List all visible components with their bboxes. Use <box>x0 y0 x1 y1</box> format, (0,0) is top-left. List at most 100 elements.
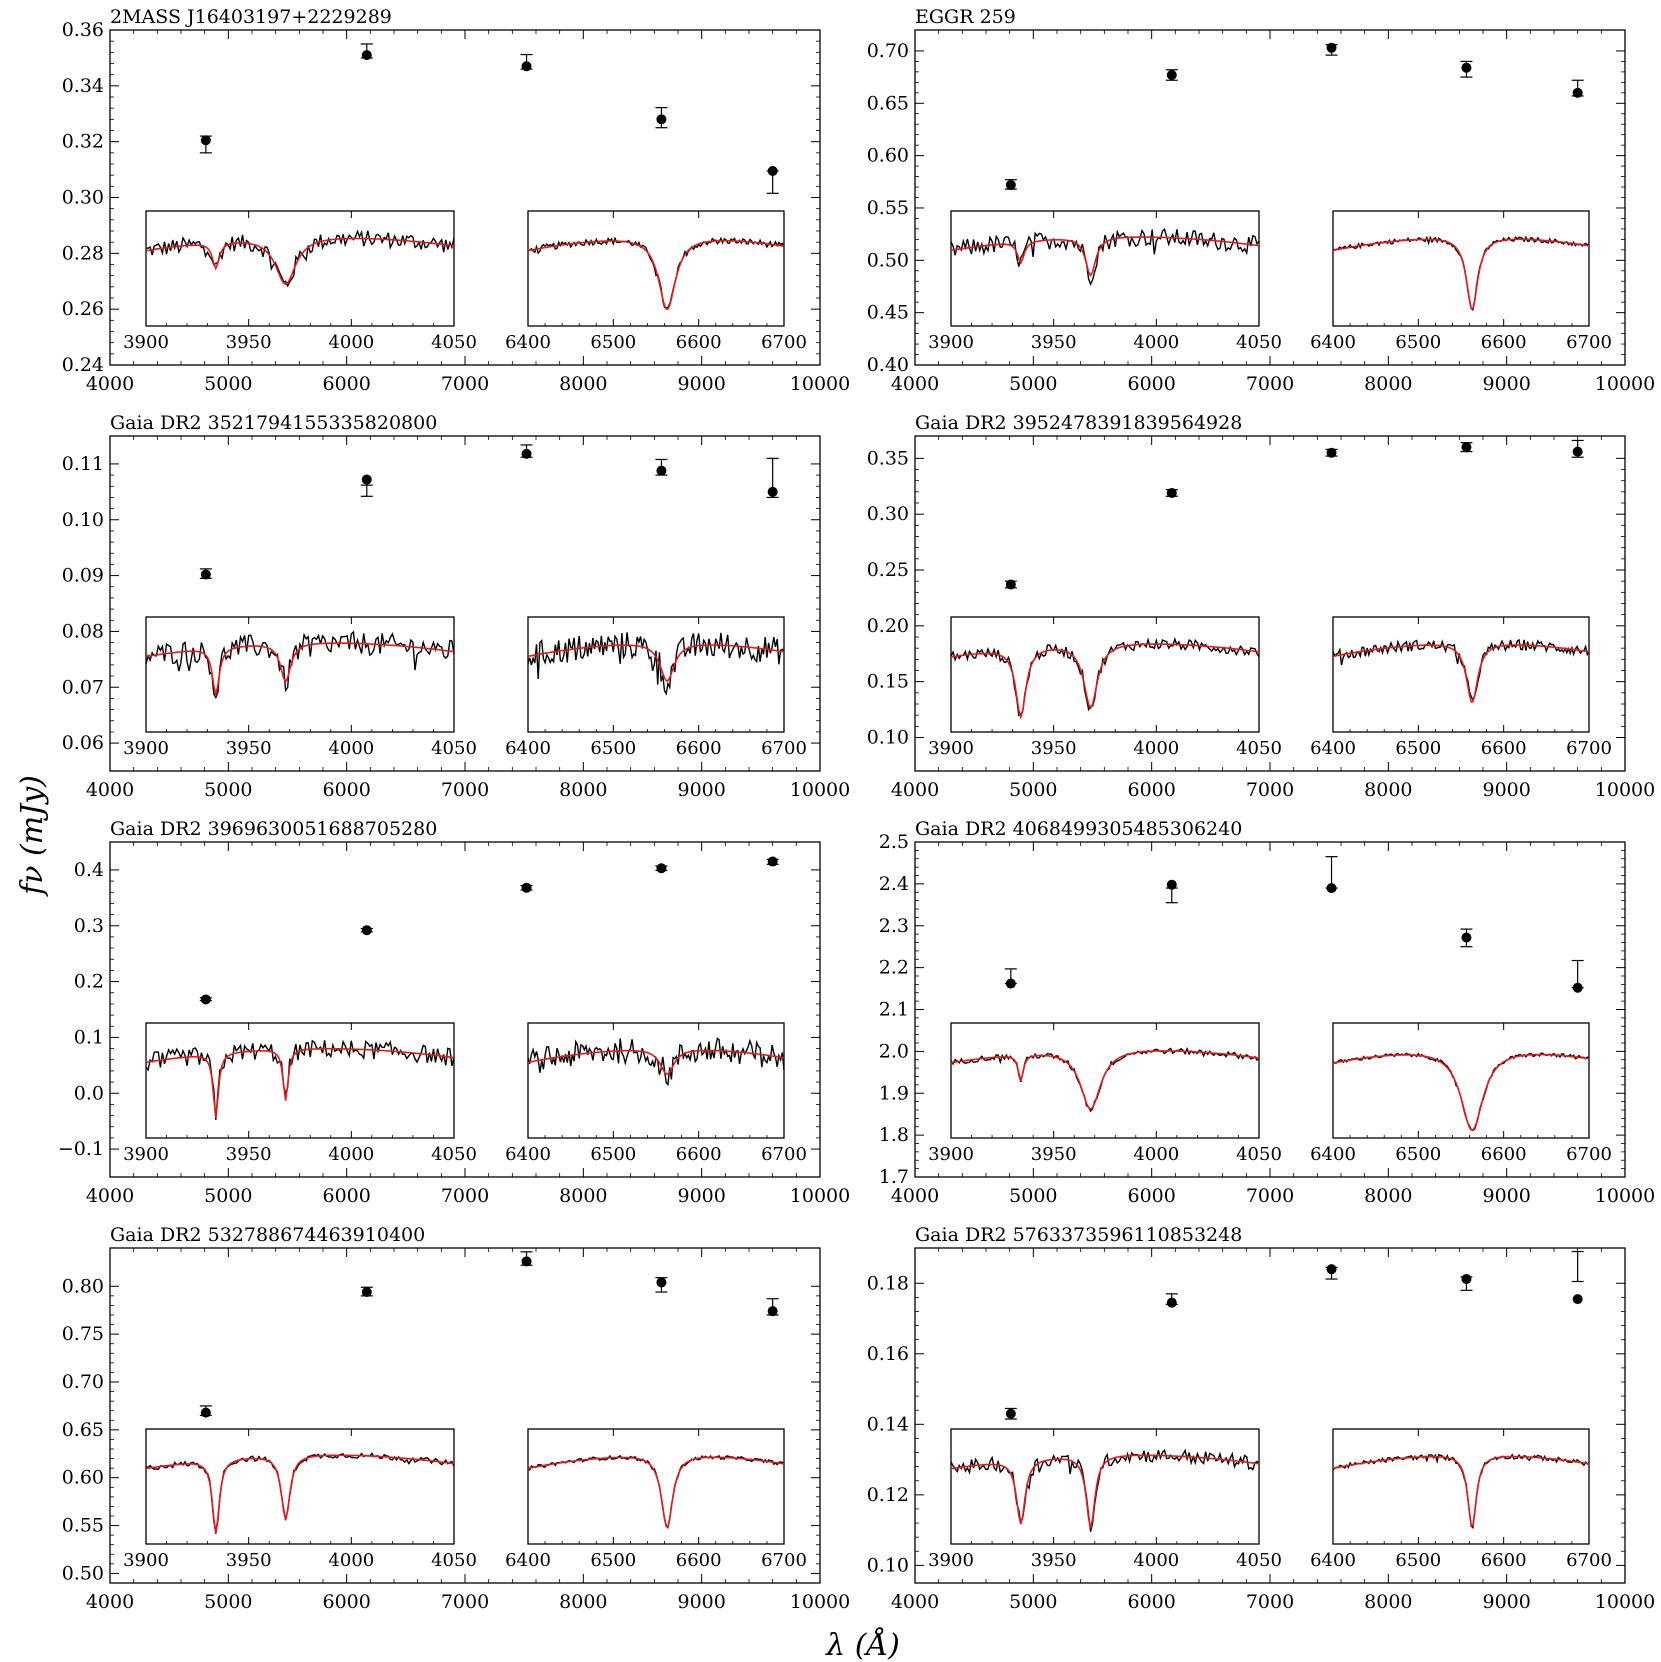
inset-x-tick-label: 3900 <box>123 332 169 353</box>
spectrum-inset-1: 3900 3950 4000 4050 <box>123 616 477 759</box>
x-tick-label: 8000 <box>1364 373 1412 395</box>
data-point <box>1005 1408 1016 1419</box>
x-tick-label: 5000 <box>204 779 252 801</box>
spectrum-inset-2: 6400 6500 6600 6700 <box>1310 616 1612 759</box>
data-point <box>361 50 372 61</box>
model-spectrum <box>527 644 785 682</box>
panels-group: 2MASS J16403197+2229289 4000 5000 6000 7000 8… <box>58 6 1655 1613</box>
x-tick-label: 9000 <box>1482 779 1530 801</box>
panel-title: Gaia DR2 3952478391839564928 <box>915 412 1242 434</box>
y-tick-label: 1.9 <box>879 1082 909 1104</box>
y-tick-label: 0.80 <box>62 1275 104 1297</box>
y-tick-label: 2.4 <box>879 873 909 895</box>
y-tick-label: 0.10 <box>867 1554 909 1576</box>
y-tick-label: 0.0 <box>74 1082 104 1104</box>
inset-x-tick-label: 4050 <box>431 738 477 759</box>
x-tick-label: 8000 <box>559 1591 607 1613</box>
x-tick-label: 7000 <box>1246 1185 1294 1207</box>
y-tick-label: 2.2 <box>879 957 909 979</box>
x-tick-label: 9000 <box>1482 1591 1530 1613</box>
spectrum-inset-2: 6400 6500 6600 6700 <box>1310 1428 1612 1571</box>
y-tick-label: 0.24 <box>62 354 104 376</box>
inset-x-tick-label: 3950 <box>1031 332 1077 353</box>
y-tick-label: 0.20 <box>867 615 909 637</box>
data-point <box>767 486 778 497</box>
inset-x-tick-label: 3900 <box>928 332 974 353</box>
spectrum-inset-1: 3900 3950 4000 4050 <box>928 210 1282 353</box>
inset-x-tick-label: 6600 <box>676 738 722 759</box>
y-axis-title: fν (mJy) <box>15 775 50 897</box>
panel-title: Gaia DR2 532788674463910400 <box>110 1224 425 1246</box>
inset-frame <box>950 210 1260 327</box>
panel-title: Gaia DR2 4068499305485306240 <box>915 818 1242 840</box>
spectrum-inset-1: 3900 3950 4000 4050 <box>928 1022 1282 1165</box>
inset-x-tick-label: 6700 <box>761 1550 807 1571</box>
data-point <box>1461 932 1472 943</box>
observed-spectrum <box>1332 638 1590 702</box>
inset-x-tick-label: 4050 <box>1236 332 1282 353</box>
inset-x-tick-label: 6500 <box>590 738 636 759</box>
x-tick-label: 6000 <box>1127 779 1175 801</box>
observed-spectrum <box>950 1448 1260 1532</box>
x-tick-label: 5000 <box>1009 1185 1057 1207</box>
x-tick-label: 7000 <box>1246 779 1294 801</box>
x-tick-label: 4000 <box>86 1185 134 1207</box>
x-tick-label: 4000 <box>86 779 134 801</box>
model-spectrum <box>145 237 455 286</box>
data-point <box>1461 1274 1472 1285</box>
observed-spectrum <box>950 227 1260 287</box>
x-tick-label: 4000 <box>891 373 939 395</box>
inset-x-tick-label: 6600 <box>676 332 722 353</box>
y-tick-label: 0.10 <box>62 509 104 531</box>
y-tick-label: 1.7 <box>879 1166 909 1188</box>
inset-x-tick-label: 6500 <box>1395 1144 1441 1165</box>
inset-x-tick-label: 6700 <box>761 1144 807 1165</box>
inset-x-tick-label: 3900 <box>123 738 169 759</box>
inset-x-tick-label: 4050 <box>1236 1144 1282 1165</box>
data-point <box>767 1306 778 1317</box>
inset-x-tick-label: 3900 <box>123 1144 169 1165</box>
spectrum-inset-2: 6400 6500 6600 6700 <box>505 1428 807 1571</box>
inset-x-tick-label: 4050 <box>431 332 477 353</box>
model-spectrum <box>1332 238 1590 310</box>
x-tick-label: 8000 <box>1364 1185 1412 1207</box>
observed-spectrum <box>145 630 455 700</box>
inset-x-tick-label: 3950 <box>1031 738 1077 759</box>
inset-x-tick-label: 6400 <box>1310 738 1356 759</box>
inset-x-tick-label: 3900 <box>928 1144 974 1165</box>
inset-x-tick-label: 6600 <box>1481 332 1527 353</box>
y-tick-label: 0.07 <box>62 676 104 698</box>
panel-4: Gaia DR2 3952478391839564928 4000 5000 6000… <box>867 412 1656 801</box>
y-tick-label: 0.65 <box>867 92 909 114</box>
x-tick-label: 9000 <box>1482 373 1530 395</box>
panel-title: Gaia DR2 3969630051688705280 <box>110 818 437 840</box>
x-tick-label: 5000 <box>204 373 252 395</box>
spectrum-inset-2: 6400 6500 6600 6700 <box>505 210 807 353</box>
panel-title: Gaia DR2 3521794155335820800 <box>110 412 437 434</box>
x-tick-label: 4000 <box>86 1591 134 1613</box>
inset-x-tick-label: 6500 <box>590 1550 636 1571</box>
x-tick-label: 4000 <box>86 373 134 395</box>
x-tick-label: 10000 <box>790 1591 850 1613</box>
inset-x-tick-label: 3950 <box>226 1550 272 1571</box>
data-point <box>361 474 372 485</box>
data-point <box>1005 579 1016 590</box>
x-tick-label: 9000 <box>1482 1185 1530 1207</box>
inset-x-tick-label: 6400 <box>505 332 551 353</box>
data-point <box>521 882 532 893</box>
y-tick-label: 0.36 <box>62 19 104 41</box>
x-tick-label: 7000 <box>1246 373 1294 395</box>
panel-8: Gaia DR2 5763373596110853248 4000 5000 6000… <box>867 1224 1656 1613</box>
y-tick-label: 0.26 <box>62 298 104 320</box>
spectrum-inset-1: 3900 3950 4000 4050 <box>928 1428 1282 1571</box>
x-tick-label: 8000 <box>559 373 607 395</box>
observed-spectrum <box>145 229 455 288</box>
observed-spectrum <box>145 1039 455 1120</box>
panel-title: EGGR 259 <box>915 6 1016 28</box>
inset-x-tick-label: 4050 <box>1236 738 1282 759</box>
y-tick-label: 0.70 <box>867 40 909 62</box>
model-spectrum <box>1332 644 1590 703</box>
inset-x-tick-label: 4000 <box>1133 1144 1179 1165</box>
x-tick-label: 10000 <box>790 779 850 801</box>
